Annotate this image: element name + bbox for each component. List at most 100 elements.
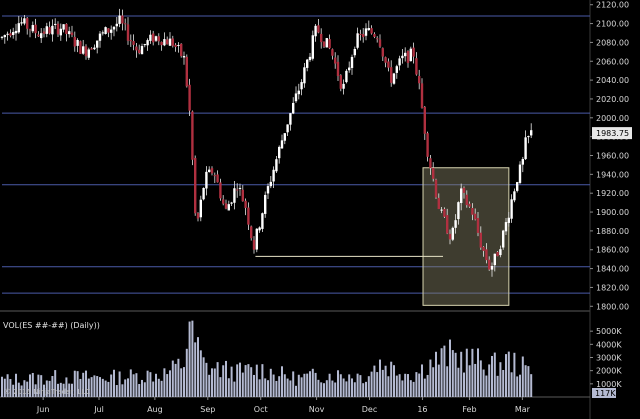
volume-bar [146,370,149,397]
volume-bar [502,369,505,397]
volume-bar [233,381,236,397]
volume-bar [379,359,381,397]
price-tick-label: 2060.00 [596,57,629,66]
last-volume-marker: 117K [592,388,616,398]
candle-body [513,191,516,201]
volume-bar [269,368,272,397]
volume-bar [110,374,113,397]
candle-body [157,36,160,42]
volume-axis: 5000K 4000K 3000K 2000K 1000K [590,327,622,389]
candle-body [199,199,202,218]
volume-bar [429,359,432,397]
candle-body [325,38,328,48]
volume-bar [107,381,110,397]
candle-body [504,222,508,232]
candle-body [476,218,480,233]
volume-bar [328,373,331,397]
price-axis: 2120.00 2100.00 2080.00 2060.00 2040.00 2020.… [590,1,629,311]
candle-body [3,35,6,38]
candle-body [446,215,449,234]
volume-bar [57,383,59,397]
candle-body [432,167,435,179]
candle-body [118,15,121,24]
volume-bar [323,383,325,397]
volume-bar [188,321,191,397]
volume-bar [129,369,132,397]
volume-bar [244,365,247,397]
candle-body [350,56,354,68]
volume-bar [51,375,54,397]
candle-body [98,33,102,41]
candle-body [320,33,323,43]
volume-bar [407,374,409,397]
highlight-box [422,167,510,306]
volume-bar [331,380,334,397]
candle-body [524,137,527,160]
volume-bar [138,383,141,397]
last-price-marker: 1983.75 [592,127,632,140]
candle-body [188,84,191,111]
candle-body [499,249,502,256]
price-tick-label: 2000.00 [596,114,629,123]
volume-bar [345,381,348,397]
volume-bar [370,371,373,397]
candle-body [479,232,482,248]
volume-bar [510,372,513,397]
volume-bar [82,372,85,397]
candle-body [129,40,132,42]
volume-bar [482,369,485,397]
candle-body [138,49,141,54]
volume-bar [141,379,143,397]
candle-body [202,187,205,200]
candle-body [289,113,292,125]
volume-bar [479,360,482,397]
volume-bar [300,377,303,397]
candle-body [17,23,20,33]
candle-body [185,56,188,87]
volume-bar [26,381,29,397]
candle-body [521,158,524,165]
volume-bar [37,374,40,397]
candle-body [115,23,118,27]
candle-body [255,228,258,250]
last-price-label: 1983.75 [596,129,629,138]
candle-body [236,189,239,191]
volume-bar [449,339,451,397]
candle-body [362,34,365,38]
volume-bar [99,377,101,397]
volume-bar [401,380,404,397]
volume-bar [43,384,45,397]
last-price-badge [592,127,632,140]
candle-body [367,28,370,31]
volume-bar [247,364,250,397]
volume-bar [390,361,393,397]
candle-body [401,55,404,59]
volume-bar [519,374,521,397]
candle-body [376,38,379,40]
candle-body [140,46,144,55]
time-tick-label: Nov [309,405,325,414]
candle-body [373,34,376,37]
candle-body [474,213,477,220]
volume-bar [398,374,401,397]
volume-bar [15,373,17,397]
volume-bar [289,380,292,397]
price-tick-label: 1860.00 [596,246,629,255]
candle-body [283,133,286,141]
candle-body [14,30,18,34]
candle-body [423,107,426,134]
volume-bar [373,365,376,397]
volume-bar [381,369,384,397]
volume-bar [29,374,31,397]
candle-body [6,33,9,35]
candle-body [261,213,264,229]
candle-body [146,40,149,46]
time-tick-label: Dec [362,405,377,414]
candle-body [112,26,116,30]
candle-body [502,230,505,248]
volume-bar [191,320,194,397]
volume-bar [457,367,460,397]
candle-body [311,35,314,59]
